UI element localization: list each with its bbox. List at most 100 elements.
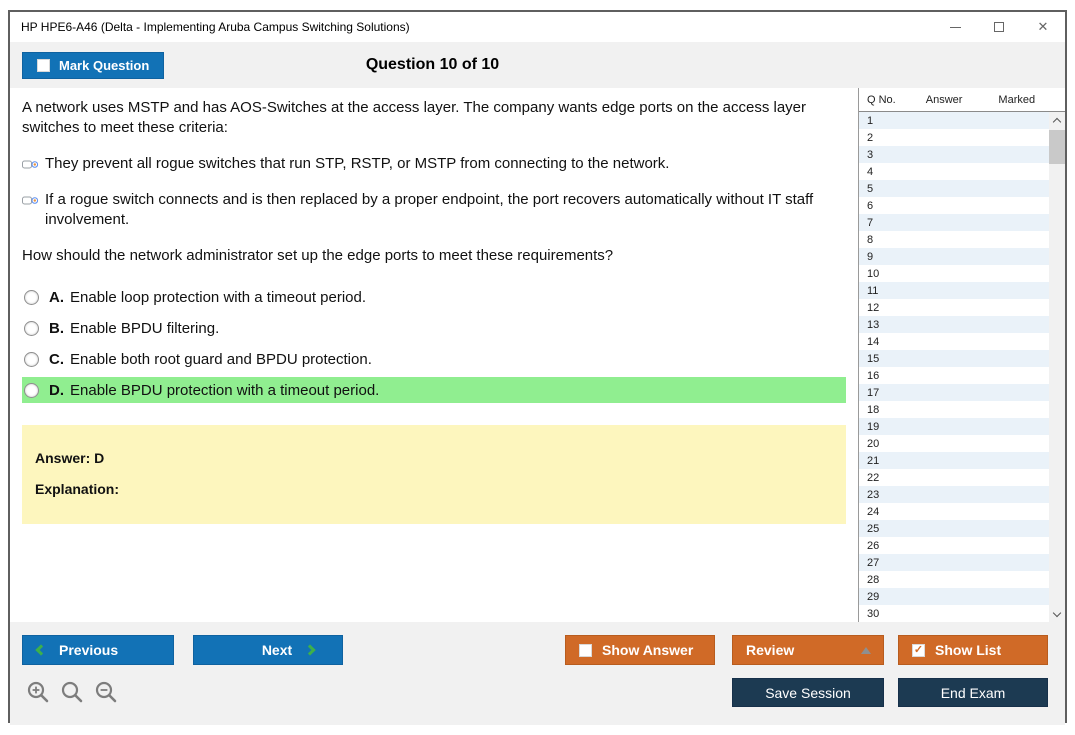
question-list-body: 1 2 3 4 — [859, 112, 1065, 622]
show-answer-button[interactable]: Show Answer — [565, 635, 715, 665]
question-list-row[interactable]: 20 — [859, 435, 1049, 452]
question-number: 30 — [867, 607, 880, 620]
scrollbar-thumb[interactable] — [1049, 130, 1065, 164]
mark-question-button[interactable]: Mark Question — [22, 51, 165, 79]
criteria-bullet: If a rogue switch connects and is then r… — [22, 190, 846, 230]
magnifier-icon[interactable] — [60, 680, 85, 705]
question-number: 14 — [867, 335, 880, 348]
question-list-row[interactable]: 24 — [859, 503, 1049, 520]
question-list-row[interactable]: 27 — [859, 554, 1049, 571]
question-list-row[interactable]: 5 — [859, 180, 1049, 197]
maximize-button[interactable] — [977, 12, 1021, 42]
show-list-checkbox[interactable] — [912, 643, 925, 657]
question-list-row[interactable]: 12 — [859, 299, 1049, 316]
question-list-row[interactable]: 3 — [859, 146, 1049, 163]
triangle-up-icon — [861, 646, 871, 654]
question-list-row[interactable]: 9 — [859, 248, 1049, 265]
question-list-row[interactable]: 4 — [859, 163, 1049, 180]
question-list-row[interactable]: 25 — [859, 520, 1049, 537]
show-list-button[interactable]: Show List — [898, 635, 1048, 665]
question-list-row[interactable]: 1 — [859, 112, 1049, 129]
previous-label: Previous — [59, 642, 119, 658]
question-list-row[interactable]: 7 — [859, 214, 1049, 231]
previous-button[interactable]: Previous — [22, 635, 174, 665]
question-intro: A network uses MSTP and has AOS-Switches… — [22, 99, 807, 136]
zoom-out-icon[interactable] — [94, 680, 119, 705]
minimize-icon — [949, 26, 961, 28]
question-list-row[interactable]: 30 — [859, 605, 1049, 622]
question-number: 1 — [867, 114, 874, 127]
question-list-row[interactable]: 14 — [859, 333, 1049, 350]
question-rows: 1 2 3 4 — [859, 112, 1049, 622]
question-list-row[interactable]: 13 — [859, 316, 1049, 333]
question-list-row[interactable]: 18 — [859, 401, 1049, 418]
mark-question-checkbox[interactable] — [37, 58, 50, 72]
question-number: 20 — [867, 437, 880, 450]
question-number: 27 — [867, 556, 880, 569]
chevron-left-icon — [35, 644, 47, 656]
question-number: 8 — [867, 233, 874, 246]
question-list-row[interactable]: 17 — [859, 384, 1049, 401]
question-list-row[interactable]: 2 — [859, 129, 1049, 146]
review-button[interactable]: Review — [732, 635, 884, 665]
question-list-row[interactable]: 28 — [859, 571, 1049, 588]
question-list-panel: Q No. Answer Marked 1 2 — [858, 88, 1065, 622]
question-list-row[interactable]: 15 — [859, 350, 1049, 367]
option-radio[interactable] — [24, 289, 39, 305]
question-number: 13 — [867, 318, 880, 331]
show-list-label: Show List — [935, 642, 1002, 658]
question-list-row[interactable]: 10 — [859, 265, 1049, 282]
minimize-button[interactable] — [933, 12, 977, 42]
option-radio[interactable] — [24, 351, 39, 367]
option-letter: A. — [49, 288, 64, 306]
question-list-header: Q No. Answer Marked — [859, 88, 1065, 112]
question-number: 18 — [867, 403, 880, 416]
question-list-row[interactable]: 23 — [859, 486, 1049, 503]
option-letter: C. — [49, 350, 64, 368]
question-number: 24 — [867, 505, 880, 518]
question-number: 5 — [867, 182, 874, 195]
answer-option[interactable]: A. Enable loop protection with a timeout… — [22, 284, 846, 310]
question-number: 22 — [867, 471, 880, 484]
end-exam-label: End Exam — [940, 684, 1006, 701]
question-list-row[interactable]: 29 — [859, 588, 1049, 605]
option-text: Enable BPDU filtering. — [70, 319, 220, 337]
option-radio[interactable] — [24, 320, 39, 336]
scrollbar-down-arrow[interactable] — [1049, 606, 1065, 622]
col-header-answer: Answer — [925, 93, 963, 106]
col-header-qno: Q No. — [867, 93, 896, 106]
question-number: 25 — [867, 522, 880, 535]
zoom-in-icon[interactable] — [26, 680, 51, 705]
list-scrollbar[interactable] — [1049, 112, 1065, 622]
next-button[interactable]: Next — [193, 635, 343, 665]
show-answer-checkbox[interactable] — [579, 643, 592, 657]
review-label: Review — [746, 642, 795, 658]
question-list-row[interactable]: 19 — [859, 418, 1049, 435]
scrollbar-up-arrow[interactable] — [1049, 112, 1065, 128]
explanation-label: Explanation: — [35, 481, 120, 497]
question-number: 7 — [867, 216, 874, 229]
close-button[interactable]: ✕ — [1037, 19, 1049, 34]
question-number: 28 — [867, 573, 880, 586]
end-exam-button[interactable]: End Exam — [898, 678, 1048, 707]
question-list-row[interactable]: 6 — [859, 197, 1049, 214]
question-number: 3 — [867, 148, 874, 161]
question-list-row[interactable]: 22 — [859, 469, 1049, 486]
question-number: 16 — [867, 369, 880, 382]
answer-option[interactable]: B. Enable BPDU filtering. — [22, 315, 846, 341]
option-radio[interactable] — [24, 382, 39, 398]
question-list-row[interactable]: 16 — [859, 367, 1049, 384]
next-label: Next — [261, 642, 293, 658]
answer-option[interactable]: D. Enable BPDU protection with a timeout… — [22, 377, 846, 403]
question-number: 19 — [867, 420, 880, 433]
save-session-button[interactable]: Save Session — [732, 678, 884, 707]
criteria-text: If a rogue switch connects and is then r… — [45, 191, 814, 228]
question-list-row[interactable]: 26 — [859, 537, 1049, 554]
question-list-row[interactable]: 21 — [859, 452, 1049, 469]
question-number: 4 — [867, 165, 874, 178]
question-list-row[interactable]: 11 — [859, 282, 1049, 299]
answer-option[interactable]: C. Enable both root guard and BPDU prote… — [22, 346, 846, 372]
question-list-row[interactable]: 8 — [859, 231, 1049, 248]
criteria-text: They prevent all rogue switches that run… — [45, 155, 670, 172]
option-text: Enable both root guard and BPDU protecti… — [70, 350, 372, 368]
